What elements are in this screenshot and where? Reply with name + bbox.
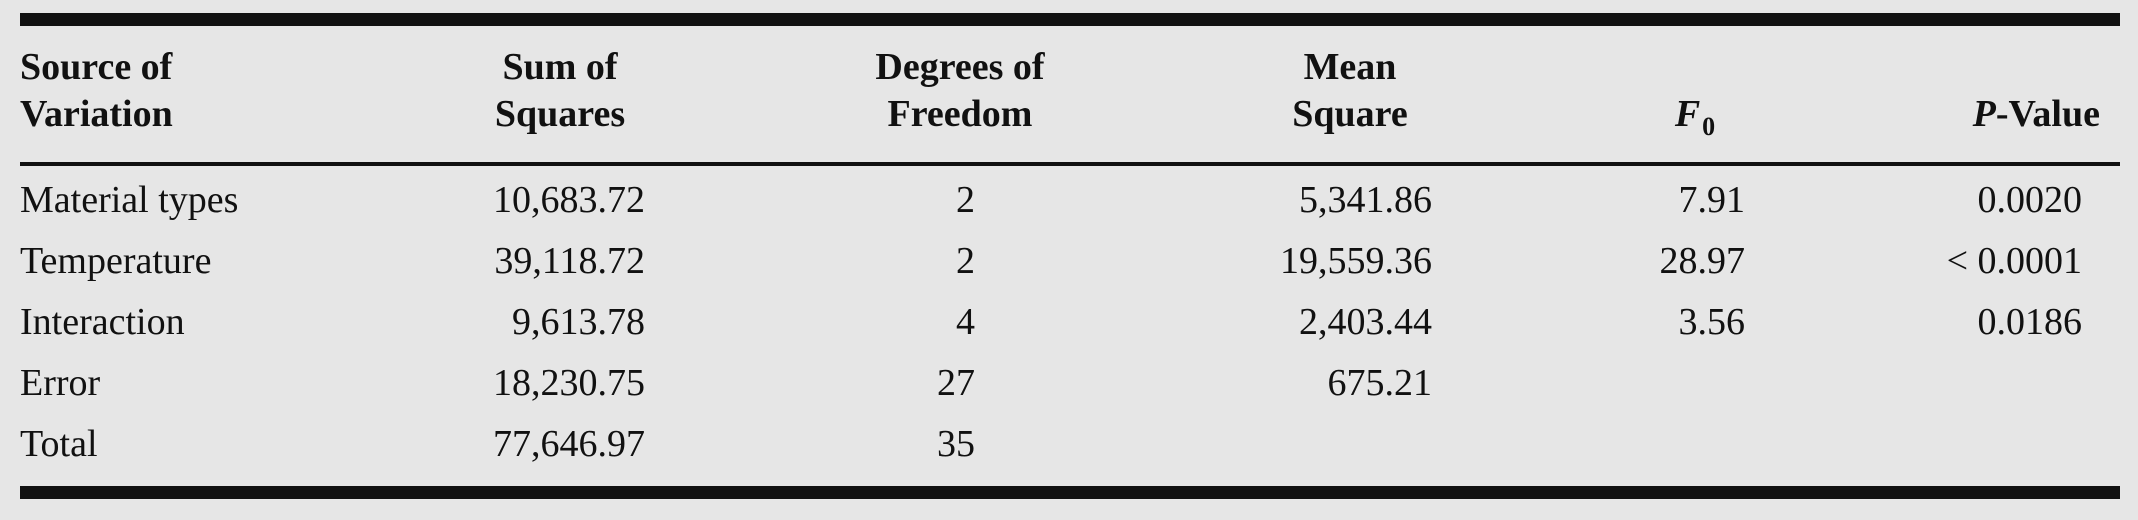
header-source-line2: Variation (20, 93, 173, 135)
header-source-of-variation: Source of Variation (20, 44, 320, 138)
row-total-ss: 77,646.97 (493, 423, 645, 465)
row-interaction-df: 4 (956, 301, 975, 343)
row-temperature-ss: 39,118.72 (494, 240, 645, 282)
row-material-types-ms: 5,341.86 (1299, 179, 1432, 221)
row-total-df: 35 (937, 423, 975, 465)
table-top-rule (20, 13, 2120, 26)
row-error-df: 27 (937, 362, 975, 404)
header-f0-symbol: F (1674, 93, 1701, 135)
header-sum-of-squares: Sum of Squares (440, 44, 680, 138)
row-temperature-df: 2 (956, 240, 975, 282)
table-bottom-rule (20, 486, 2120, 499)
row-error-ms: 675.21 (1327, 362, 1433, 404)
header-ss-line1: Sum of (502, 46, 618, 88)
header-source-line1: Source of (20, 46, 173, 88)
row-temperature-f0: 28.97 (1659, 240, 1746, 282)
row-temperature-ms: 19,559.36 (1280, 240, 1432, 282)
row-temperature-p: < 0.0001 (1946, 240, 2082, 282)
header-p-symbol: P (1972, 93, 1996, 135)
row-material-types-p: 0.0020 (1977, 179, 2083, 221)
row-interaction-f0: 3.56 (1678, 301, 1746, 343)
row-temperature-source: Temperature (20, 240, 212, 282)
header-ss-line2: Squares (494, 93, 626, 135)
header-df-line2: Freedom (887, 93, 1033, 135)
header-separator-rule (20, 162, 2120, 166)
header-ms-line1: Mean (1303, 46, 1397, 88)
header-f0-subscript: 0 (1702, 112, 1716, 141)
row-error-source: Error (20, 362, 101, 404)
row-interaction-ss: 9,613.78 (512, 301, 645, 343)
header-p-value: P-Value (1900, 91, 2100, 138)
row-material-types-f0: 7.91 (1678, 179, 1746, 221)
row-material-types-df: 2 (956, 179, 975, 221)
header-df-line1: Degrees of (875, 46, 1045, 88)
header-f0: F0 (1640, 91, 1750, 141)
row-error-ss: 18,230.75 (493, 362, 645, 404)
header-mean-square: Mean Square (1230, 44, 1470, 138)
header-ms-line2: Square (1292, 93, 1408, 135)
row-interaction-p: 0.0186 (1977, 301, 2083, 343)
header-p-suffix: -Value (1995, 93, 2100, 135)
row-material-types-source: Material types (20, 179, 239, 221)
row-total-source: Total (20, 423, 98, 465)
row-material-types-ss: 10,683.72 (493, 179, 645, 221)
header-degrees-of-freedom: Degrees of Freedom (820, 44, 1100, 138)
row-interaction-source: Interaction (20, 301, 185, 343)
row-interaction-ms: 2,403.44 (1299, 301, 1432, 343)
